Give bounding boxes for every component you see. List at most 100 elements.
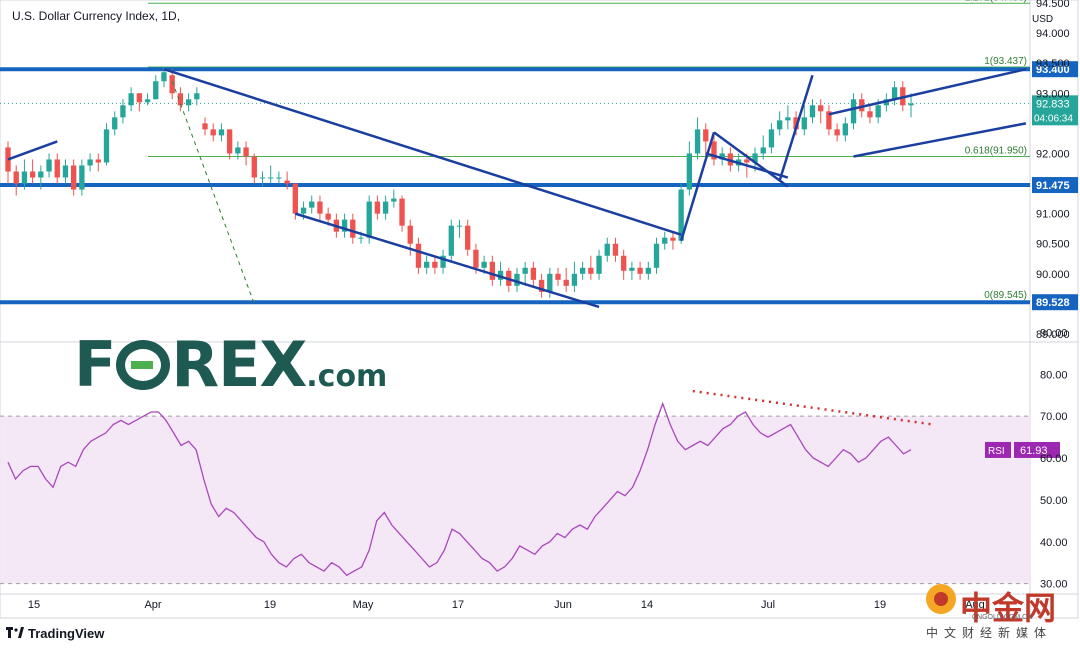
currency-label: USD (1032, 14, 1053, 25)
fib-level-label: 1.272(94.496) (965, 0, 1027, 3)
tradingview-logo[interactable]: TradingView (6, 626, 104, 641)
candle-body (210, 129, 216, 136)
candle-body (891, 87, 898, 100)
rsi-line (7, 401, 912, 577)
candle-body (46, 159, 52, 172)
level-price-badge (1032, 61, 1078, 78)
forex-logo-o (116, 340, 171, 390)
trend-line (679, 132, 716, 242)
forex-logo-suffix: .com (306, 359, 388, 394)
candle-body (612, 243, 619, 256)
candle-body (859, 99, 865, 112)
candle-body (760, 147, 766, 154)
candle-body (522, 267, 528, 274)
horizontal-levels-layer: 93.400 91.475 89.528 92.833 04:06:34 (0, 61, 1078, 311)
candle-body (62, 165, 69, 178)
candle-body (809, 105, 816, 118)
rsi-layer: RSI 61.93 (0, 389, 1060, 585)
trend-line (778, 74, 814, 181)
fib-level-label: 0.618(91.950) (965, 145, 1027, 156)
candle-body (588, 267, 594, 274)
candle-body (555, 273, 561, 280)
candle-body (21, 171, 28, 184)
time-tick-label: Aug (965, 599, 985, 611)
candle-body (571, 273, 578, 286)
candle-body (136, 93, 143, 103)
candle-body (538, 279, 545, 292)
candle-body (13, 171, 19, 184)
candle-body (79, 165, 85, 190)
candle-body (834, 129, 840, 136)
candle-body (621, 255, 627, 271)
candle-body (514, 273, 520, 286)
candle-body (300, 207, 307, 214)
last-price-label: 92.833 (1036, 98, 1070, 110)
rsi-tick-label: 50.00 (1040, 495, 1068, 507)
time-tick-label: 14 (641, 599, 653, 611)
time-tick-label: Jun (554, 599, 572, 611)
candle-body (407, 225, 413, 244)
last-price-badge (1032, 95, 1078, 126)
time-tick-label: 17 (452, 599, 464, 611)
candle-body (793, 117, 799, 130)
candle-body (259, 177, 266, 179)
rsi-value-badge (1014, 441, 1060, 458)
candle-body (399, 198, 405, 226)
candle-body (842, 123, 848, 136)
candle-body (112, 117, 118, 130)
candle-body (711, 141, 717, 160)
candle-body (850, 99, 857, 124)
level-price-label: 91.475 (1036, 180, 1070, 192)
watermark-logo-icon (926, 584, 956, 614)
rsi-name-badge (985, 441, 1011, 458)
candle-body (875, 105, 881, 118)
candle-body (497, 270, 504, 280)
candle-body (719, 153, 725, 160)
candle-body (579, 267, 586, 274)
forex-logo-f: F (74, 328, 116, 401)
candle-body (366, 201, 372, 238)
candle-body (350, 219, 356, 238)
axis-layer: 94.500 94.000 93.500 93.000 92.000 91.000 90.5… (28, 0, 1070, 611)
candle-body (423, 261, 430, 268)
rsi-name-label: RSI (988, 446, 1005, 457)
candle-body (87, 159, 93, 166)
candle-body (276, 177, 282, 179)
candle-body (563, 279, 569, 286)
candle-body (268, 177, 274, 179)
projection-line (171, 81, 255, 305)
candle-body (103, 129, 110, 163)
candle-body (596, 255, 602, 274)
candle-body (391, 198, 397, 202)
candle-body (694, 129, 701, 154)
time-tick-label: May (353, 599, 374, 611)
candle-body (547, 273, 553, 292)
level-price-label: 89.528 (1036, 297, 1070, 309)
trend-line (294, 212, 600, 309)
candle-body (686, 153, 693, 190)
candle-body (5, 147, 11, 172)
candle-body (169, 75, 175, 94)
candle-body (120, 105, 126, 118)
candle-body (489, 261, 496, 280)
price-tick-label: 90.500 (1036, 239, 1070, 251)
watermark-name: 中金网 (960, 589, 1057, 627)
watermark-url: CNGOLD.COM.CN (972, 614, 1033, 621)
fib-level-label: 1(93.437) (984, 56, 1027, 67)
rsi-tick-label: 40.00 (1040, 537, 1068, 549)
candle-body (325, 213, 331, 220)
candle-body (202, 123, 208, 130)
rsi-band (0, 416, 1030, 584)
rsi-tick-label: 30.00 (1040, 579, 1068, 591)
candle-body (776, 120, 783, 130)
candle-body (374, 201, 381, 214)
trend-line (713, 131, 789, 188)
candle-body (637, 267, 643, 274)
candle-body (235, 147, 241, 154)
candle-body (678, 189, 684, 241)
candle-body (703, 129, 709, 142)
rsi-value-label: 61.93 (1020, 445, 1048, 457)
trend-lines-layer (7, 67, 1027, 309)
candle-body (194, 93, 200, 100)
